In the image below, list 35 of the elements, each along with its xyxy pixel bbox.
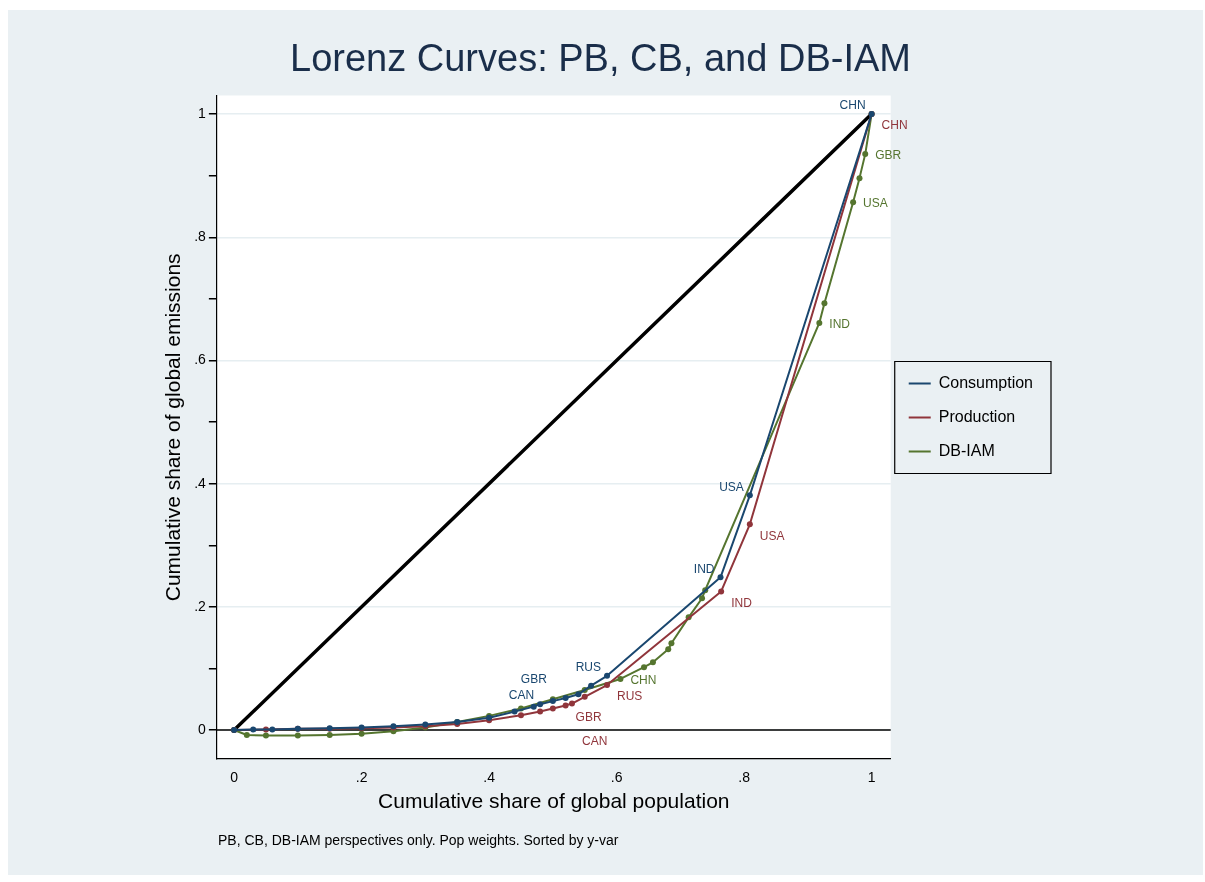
data-label: IND — [731, 595, 753, 610]
data-label: CAN — [508, 688, 535, 703]
x-tick-label: 1 — [867, 769, 876, 786]
data-label: GBR — [575, 709, 602, 724]
y-tick-label: .4 — [194, 474, 207, 491]
x-tick-label: .4 — [483, 769, 496, 786]
y-axis-title: Cumulative share of global emissions — [161, 253, 185, 602]
data-label: RUS — [617, 689, 643, 704]
data-label: IND — [829, 317, 851, 332]
data-label: USA — [759, 528, 785, 543]
y-tick-label: 0 — [198, 720, 207, 737]
x-tick-label: 0 — [230, 769, 239, 786]
chart-title: Lorenz Curves: PB, CB, and DB-IAM — [290, 37, 911, 80]
y-tick-label: .8 — [194, 228, 207, 245]
y-tick-label: .6 — [194, 351, 207, 368]
data-label: CHN — [630, 673, 657, 688]
data-label: CHN — [839, 98, 866, 113]
text: PB, CB, DB-IAM perspectives only. Pop weights. Sorted by y-var — [218, 832, 619, 848]
data-label: GBR — [875, 148, 902, 163]
y-tick-label: .2 — [194, 597, 207, 614]
x-tick-label: .6 — [610, 769, 623, 786]
data-label: USA — [863, 196, 888, 211]
data-label: RUS — [575, 660, 602, 675]
x-tick-label: .2 — [355, 769, 368, 786]
y-tick-label: 1 — [198, 104, 207, 121]
x-axis-title: Cumulative share of global population — [378, 789, 730, 813]
legend-label: Consumption — [938, 373, 1034, 391]
data-label: IND — [693, 561, 715, 576]
data-label: CAN — [581, 733, 608, 748]
x-tick-label: .8 — [738, 769, 751, 786]
legend-label: DB-IAM — [938, 441, 995, 459]
legend-label: Production — [938, 407, 1016, 425]
data-label: GBR — [520, 672, 548, 687]
data-label: USA — [719, 479, 744, 494]
data-label: CHN — [881, 118, 908, 133]
